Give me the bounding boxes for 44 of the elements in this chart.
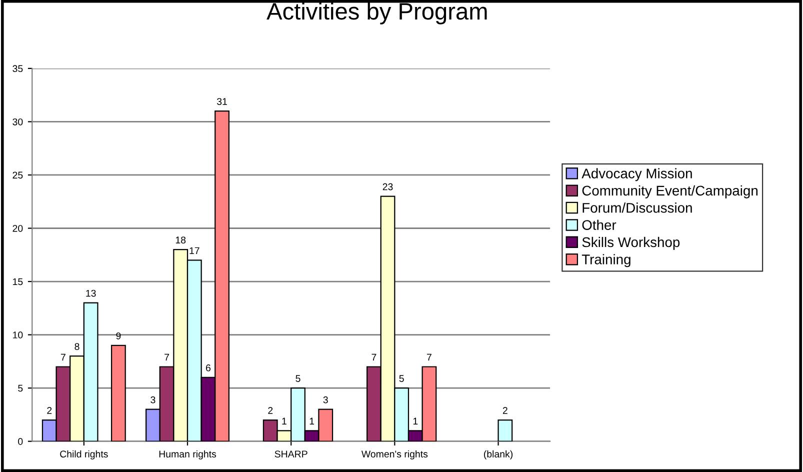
bar bbox=[110, 344, 126, 442]
data-label: 2 bbox=[268, 407, 273, 414]
data-label: 6 bbox=[206, 364, 210, 372]
bar bbox=[498, 419, 513, 442]
y-tick-label: 15 bbox=[13, 278, 23, 286]
y-tick-label: 25 bbox=[12, 172, 23, 179]
x-tick-label: Women's rights bbox=[361, 450, 428, 460]
y-tick-label: 35 bbox=[12, 65, 23, 72]
data-label: 1 bbox=[282, 418, 286, 424]
data-label: 7 bbox=[60, 354, 66, 361]
data-label: 9 bbox=[116, 332, 121, 340]
x-tick-label: Human rights bbox=[159, 450, 216, 460]
x-tick-label: (blank) bbox=[484, 450, 513, 460]
data-label: 7 bbox=[427, 354, 432, 361]
data-label: 1 bbox=[310, 418, 314, 424]
data-label: 8 bbox=[74, 343, 80, 350]
data-label: 7 bbox=[164, 354, 169, 361]
data-label: 23 bbox=[382, 183, 393, 190]
data-label: 13 bbox=[86, 290, 96, 297]
data-label: 5 bbox=[399, 375, 404, 382]
y-tick-label: 0 bbox=[18, 438, 23, 445]
x-tick-label: Child rights bbox=[60, 450, 108, 460]
data-label: 2 bbox=[47, 407, 52, 414]
y-tick-label: 20 bbox=[12, 224, 23, 232]
y-tick-label: 30 bbox=[12, 118, 23, 126]
data-label: 1 bbox=[413, 418, 418, 424]
data-label: 3 bbox=[150, 396, 156, 404]
legend-label: Forum/Discussion bbox=[582, 202, 692, 213]
legend-label: Training bbox=[582, 254, 630, 268]
legend-label: Skills Workshop bbox=[582, 236, 680, 250]
x-tick-label: SHARP bbox=[274, 450, 308, 458]
data-label: 2 bbox=[502, 407, 508, 414]
data-label: 7 bbox=[372, 354, 376, 361]
legend-label: Other bbox=[582, 220, 616, 230]
data-label: 5 bbox=[296, 375, 300, 382]
y-tick-label: 10 bbox=[13, 332, 23, 338]
data-label: 18 bbox=[176, 236, 186, 244]
data-label: 31 bbox=[216, 98, 227, 105]
y-tick-label: 5 bbox=[18, 384, 23, 392]
legend-label: Community Event/Campaign bbox=[582, 185, 758, 198]
legend-label: Advocacy Mission bbox=[582, 168, 692, 182]
chart-title: Activities by Program bbox=[266, 2, 487, 24]
data-label: 17 bbox=[190, 247, 200, 254]
data-label: 3 bbox=[323, 396, 328, 404]
